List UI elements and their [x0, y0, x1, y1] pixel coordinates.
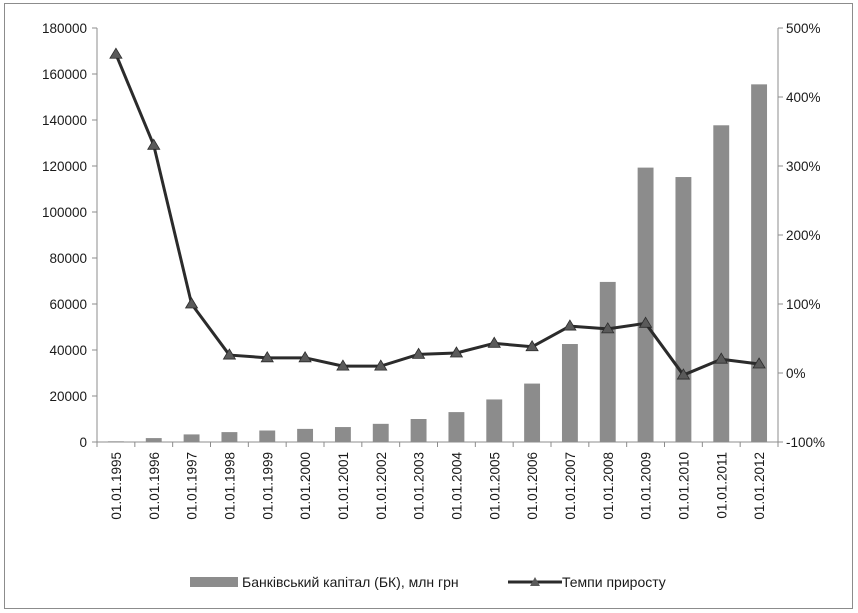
bar: [524, 383, 541, 442]
line-point: [411, 347, 426, 359]
right-tick-label: 500%: [786, 21, 821, 36]
left-tick-label: 160000: [42, 67, 87, 82]
x-tick-label: 01.01.2006: [525, 452, 540, 520]
bar: [675, 177, 692, 443]
bar: [637, 167, 654, 443]
legend-line-label: Темпи приросту: [562, 574, 666, 590]
line-point: [298, 351, 312, 363]
bar: [561, 344, 578, 442]
line-point: [336, 359, 350, 371]
legend: Банківський капітал (БК), млн грн Темпи …: [190, 574, 666, 590]
x-tick-label: 01.01.2008: [601, 452, 616, 520]
line-point: [147, 138, 161, 150]
bars-layer: [107, 84, 768, 443]
x-tick-label: 01.01.2009: [639, 452, 654, 520]
x-tick-label: 01.01.1996: [147, 452, 162, 520]
line-point: [638, 316, 653, 328]
line-point: [601, 322, 615, 334]
line-point: [752, 357, 766, 369]
x-tick-label: 01.01.1995: [109, 452, 124, 520]
bar: [183, 434, 200, 442]
bar: [259, 430, 276, 442]
right-tick-label: -100%: [786, 435, 825, 450]
x-tick-label: 01.01.2010: [676, 452, 691, 520]
right-tick-labels: -100% 0% 100% 200% 300% 400% 500%: [786, 21, 825, 450]
line-point: [222, 348, 237, 360]
left-tick-label: 60000: [49, 297, 87, 312]
line-point: [714, 352, 728, 364]
bar: [410, 419, 427, 442]
growth-line-layer: [114, 53, 760, 377]
line-point: [184, 297, 199, 309]
x-tick-label: 01.01.2005: [487, 452, 502, 520]
left-tick-label: 0: [79, 435, 87, 450]
left-tick-label: 20000: [49, 389, 87, 404]
x-tick-label: 01.01.1997: [185, 452, 200, 520]
line-point: [260, 351, 274, 363]
line-point: [563, 319, 577, 331]
bar: [297, 428, 314, 442]
right-tick-label: 300%: [786, 159, 821, 174]
left-tick-label: 120000: [42, 159, 87, 174]
left-tick-label: 140000: [42, 113, 87, 128]
bar: [145, 438, 162, 442]
legend-bar-label: Банківський капітал (БК), млн грн: [242, 574, 459, 590]
growth-markers-layer: [109, 47, 766, 380]
line-point: [487, 336, 501, 348]
bar: [713, 125, 730, 442]
line-point: [374, 359, 388, 371]
x-tick-labels: 01.01.1995 01.01.1996 01.01.1997 01.01.1998…: [109, 452, 767, 520]
x-tick-label: 01.01.2003: [412, 452, 427, 520]
bar: [448, 412, 465, 442]
x-tick-label: 01.01.2007: [563, 452, 578, 520]
right-tick-label: 0%: [786, 366, 806, 381]
right-tick-label: 200%: [786, 228, 821, 243]
bar: [221, 432, 238, 442]
left-tick-label: 80000: [49, 251, 87, 266]
bar: [486, 399, 503, 442]
legend-bar-swatch: [190, 577, 238, 587]
line-point: [109, 47, 123, 59]
x-tick-label: 01.01.1998: [222, 452, 237, 520]
bar: [599, 281, 616, 442]
right-tick-label: 400%: [786, 90, 821, 105]
x-tick-label: 01.01.2001: [336, 452, 351, 520]
bar: [751, 84, 768, 442]
axes-layer: [92, 27, 783, 447]
legend-line-marker: [530, 577, 540, 586]
x-tick-label: 01.01.2011: [714, 452, 729, 519]
growth-rate-line: [114, 53, 760, 377]
x-tick-label: 01.01.2000: [298, 452, 313, 520]
left-tick-label: 180000: [42, 21, 87, 36]
line-point: [676, 368, 691, 380]
chart-frame: [4, 3, 853, 609]
x-tick-label: 01.01.1999: [260, 452, 275, 520]
x-tick-label: 01.01.2002: [374, 452, 389, 520]
x-tick-label: 01.01.2004: [449, 452, 464, 520]
bar: [372, 423, 389, 442]
left-tick-label: 100000: [42, 205, 87, 220]
line-point: [525, 340, 539, 352]
line-point: [449, 346, 464, 358]
bar: [334, 427, 351, 442]
right-tick-label: 100%: [786, 297, 821, 312]
x-tick-label: 01.01.2012: [752, 452, 767, 520]
left-tick-labels: 0 20000 40000 60000 80000 100000 120000 140000 1…: [42, 21, 87, 450]
left-tick-label: 40000: [49, 343, 87, 358]
